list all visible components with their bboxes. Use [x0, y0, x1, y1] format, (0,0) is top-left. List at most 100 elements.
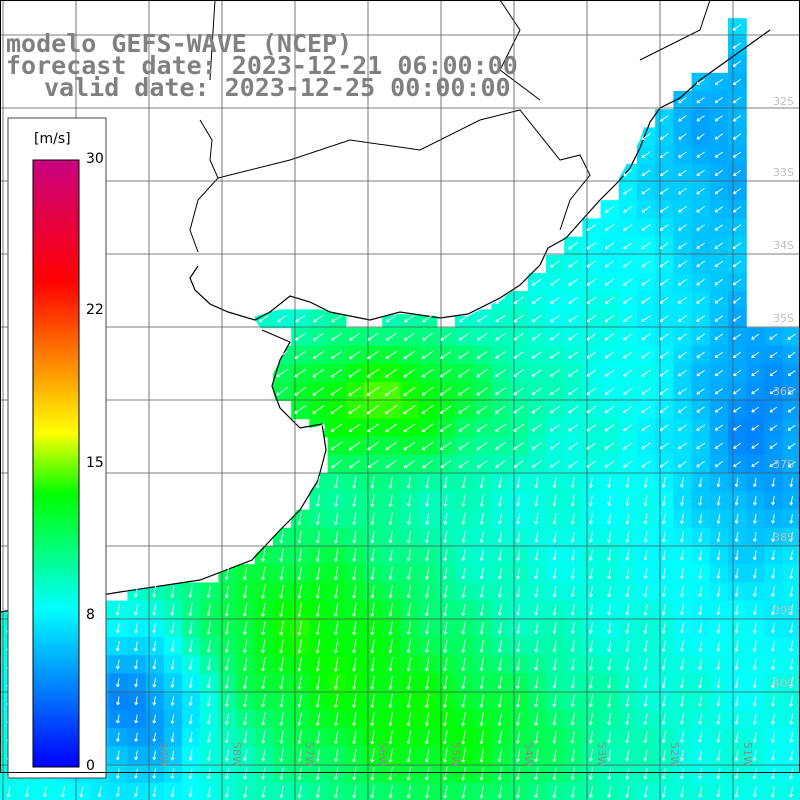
- wind-arrow: [643, 731, 648, 744]
- wind-arrow: [406, 548, 412, 562]
- wind-arrow: [279, 675, 284, 690]
- wind-arrow: [607, 694, 612, 707]
- wind-arrow: [479, 603, 484, 616]
- wind-arrow: [330, 423, 343, 433]
- wind-arrow: [661, 604, 666, 616]
- wind-arrow: [115, 768, 120, 779]
- wind-arrow: [370, 584, 375, 599]
- wind-arrow: [643, 604, 648, 616]
- wind-arrow: [696, 297, 706, 304]
- wind-arrow: [406, 585, 412, 599]
- wind-arrow: [459, 314, 469, 323]
- wind-arrow: [406, 512, 411, 525]
- wind-arrow: [570, 694, 575, 707]
- wind-arrow: [677, 369, 687, 377]
- wind-arrow: [188, 658, 193, 670]
- wind-arrow: [188, 585, 193, 598]
- wind-arrow: [732, 370, 742, 377]
- wind-arrow: [789, 749, 794, 761]
- wind-arrow: [388, 675, 393, 690]
- wind-arrow: [458, 460, 470, 468]
- wind-arrow: [115, 604, 120, 616]
- wind-arrow: [370, 620, 375, 636]
- wind-arrow: [641, 315, 651, 322]
- wind-arrow: [479, 785, 484, 799]
- wind-arrow: [152, 732, 157, 742]
- wind-arrow: [224, 731, 229, 744]
- wind-arrow: [604, 424, 615, 432]
- wind-arrow: [206, 603, 211, 617]
- wind-arrow: [330, 350, 343, 360]
- wind-arrow: [769, 352, 778, 358]
- wind-arrow: [43, 786, 47, 798]
- wind-arrow: [479, 712, 484, 726]
- wind-arrow: [607, 712, 612, 726]
- wind-arrow: [242, 603, 248, 617]
- wind-arrow: [406, 766, 412, 781]
- wind-arrow: [752, 532, 757, 542]
- wind-arrow: [388, 711, 393, 727]
- wind-arrow: [787, 461, 796, 468]
- wind-arrow: [115, 714, 120, 724]
- wind-arrow: [641, 224, 651, 231]
- wind-arrow: [479, 476, 484, 489]
- wind-arrow: [659, 424, 669, 432]
- wind-arrow: [476, 405, 488, 414]
- wind-arrow: [661, 767, 666, 780]
- wind-arrow: [534, 767, 539, 780]
- wind-arrow: [443, 549, 448, 562]
- wind-arrow: [604, 278, 615, 286]
- wind-arrow: [789, 640, 794, 652]
- wind-arrow: [588, 549, 593, 561]
- wind-arrow: [677, 351, 687, 359]
- wind-arrow: [716, 586, 721, 597]
- wind-arrow: [421, 368, 434, 378]
- wind-arrow: [534, 658, 539, 671]
- wind-arrow: [497, 785, 503, 799]
- wind-arrow: [769, 443, 778, 449]
- wind-arrow: [770, 677, 775, 689]
- wind-arrow: [333, 621, 339, 635]
- wind-arrow: [623, 424, 633, 432]
- wind-arrow: [607, 549, 612, 561]
- wind-arrow: [696, 460, 705, 468]
- wind-arrow: [734, 713, 739, 725]
- wind-arrow: [497, 640, 503, 653]
- wind-arrow: [206, 767, 211, 780]
- wind-arrow: [333, 730, 339, 744]
- wind-arrow: [403, 350, 416, 360]
- wind-arrow: [421, 386, 434, 396]
- wind-arrow: [443, 494, 448, 507]
- wind-arrow: [696, 224, 705, 231]
- wind-arrow: [680, 513, 684, 524]
- wind-arrow: [625, 694, 630, 707]
- wind-arrow: [625, 785, 630, 798]
- colorbar-tick-22: 22: [86, 302, 104, 318]
- wind-arrow: [188, 750, 193, 761]
- wind-arrow: [604, 387, 615, 395]
- wind-arrow: [588, 731, 593, 744]
- wind-arrow: [406, 639, 412, 653]
- wind-arrow: [661, 549, 666, 561]
- wind-arrow: [476, 387, 488, 396]
- wind-arrow: [623, 260, 633, 268]
- wind-arrow: [497, 531, 502, 543]
- wind-arrow: [680, 567, 684, 579]
- wind-arrow: [443, 476, 448, 489]
- wind-arrow: [370, 693, 375, 708]
- wind-arrow: [516, 748, 521, 762]
- wind-arrow: [568, 442, 579, 450]
- wind-arrow: [677, 260, 687, 268]
- wind-arrow: [641, 460, 651, 468]
- wind-arrow: [188, 603, 193, 617]
- wind-arrow: [625, 658, 630, 671]
- wind-arrow: [771, 640, 775, 652]
- wind-arrow: [570, 494, 575, 507]
- wind-arrow: [170, 695, 175, 706]
- wind-arrow: [752, 677, 757, 689]
- wind-arrow: [261, 639, 266, 654]
- longitude-label: 57W: [303, 742, 316, 767]
- wind-arrow: [461, 712, 466, 726]
- wind-arrow: [607, 531, 612, 543]
- wind-arrow: [261, 785, 266, 798]
